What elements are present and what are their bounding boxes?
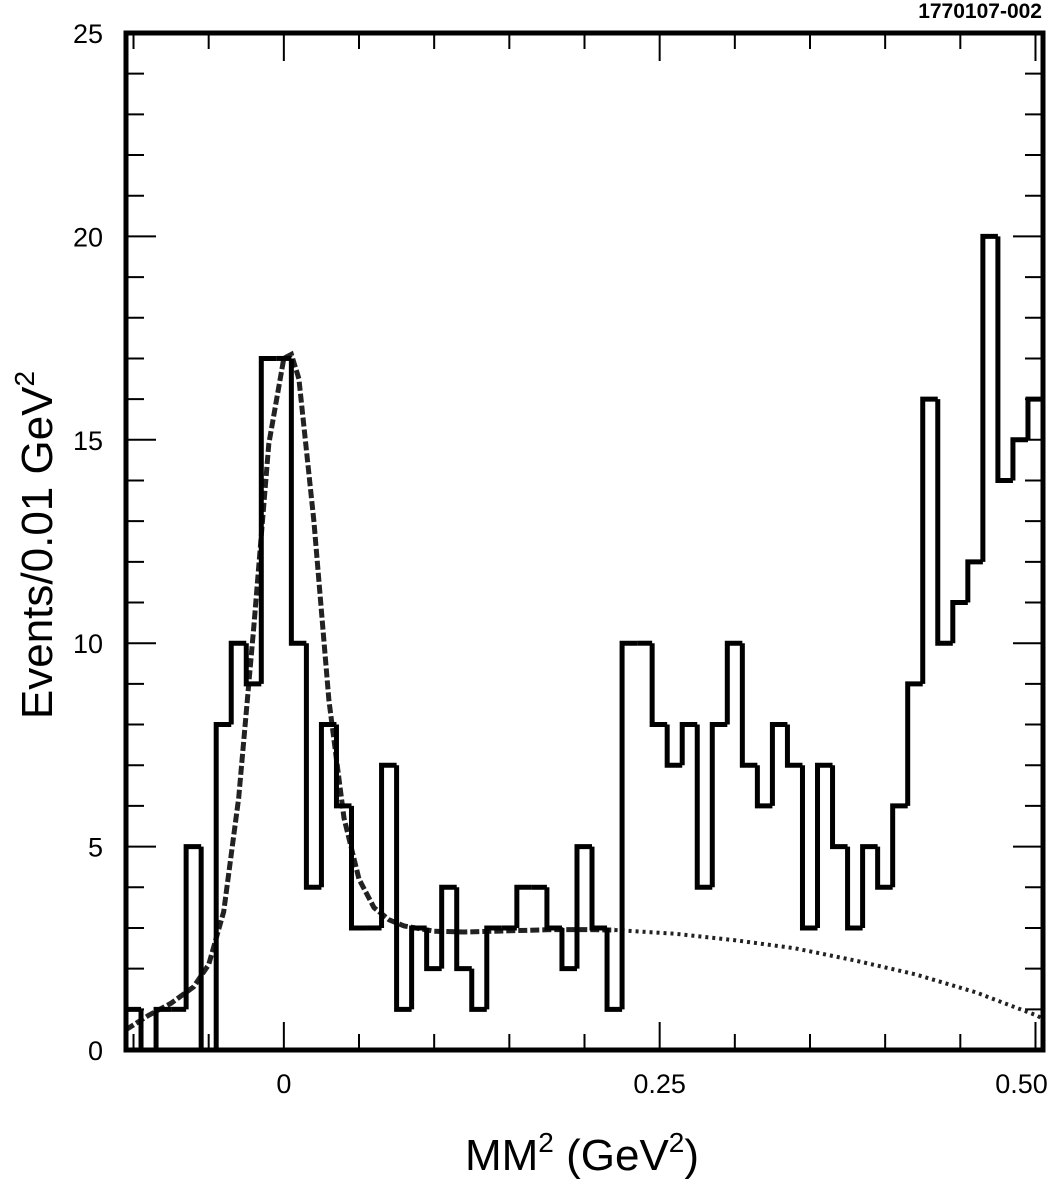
histogram-bin xyxy=(394,765,412,1012)
y-tick-label: 0 xyxy=(88,1036,103,1066)
histogram-bin xyxy=(995,236,1013,483)
x-tick-label: 0.50 xyxy=(995,1069,1048,1099)
fit-curves xyxy=(124,350,1044,1032)
histogram-bin xyxy=(980,233,998,562)
histogram-bin xyxy=(318,722,337,888)
histogram-bin xyxy=(890,803,908,888)
histogram-bin xyxy=(694,724,713,890)
histogram-bin xyxy=(228,640,247,725)
histogram-bin xyxy=(469,968,487,1012)
histogram-bin xyxy=(153,1006,172,1050)
histogram-bin xyxy=(664,724,683,768)
fit-curve xyxy=(124,350,615,1032)
x-tick-label: 0.25 xyxy=(633,1069,686,1099)
y-tick-label: 5 xyxy=(88,833,103,863)
histogram-bin xyxy=(875,846,893,890)
histogram-bin xyxy=(799,765,818,931)
histogram-bin xyxy=(333,724,352,809)
histogram-bin xyxy=(784,724,803,768)
histogram-bin xyxy=(258,355,277,684)
histogram-bin xyxy=(709,722,728,888)
histogram-bin xyxy=(754,765,773,809)
histogram-bin xyxy=(559,927,577,972)
histogram-bin xyxy=(213,722,232,1050)
histogram-bin xyxy=(739,643,758,768)
histogram-bin xyxy=(424,927,442,972)
y-tick-label: 25 xyxy=(73,19,103,49)
histogram-bin xyxy=(514,884,532,928)
histogram-bin xyxy=(574,844,593,969)
plot-frame xyxy=(123,30,1046,1053)
histogram-bin xyxy=(935,399,953,646)
histogram-bin xyxy=(965,559,983,603)
histogram-bin xyxy=(724,640,743,725)
histogram-bin xyxy=(845,846,863,931)
y-tick-label: 20 xyxy=(73,222,103,252)
histogram-bin xyxy=(769,722,788,806)
histogram-bin xyxy=(649,643,668,728)
histogram-bin xyxy=(830,765,848,850)
histogram-bin xyxy=(815,762,833,928)
histogram-bin xyxy=(379,762,397,928)
figure-id: 1770107-002 xyxy=(918,0,1042,23)
axis-ticks xyxy=(126,32,1043,1051)
x-axis-title: MM2 (GeV2) xyxy=(465,1127,699,1180)
histogram-bin xyxy=(920,396,938,684)
y-axis-title: Events/0.01 GeV2 xyxy=(9,371,62,719)
histogram-bin xyxy=(589,846,608,931)
histogram-bin xyxy=(604,927,623,1012)
histogram-bin xyxy=(288,358,307,646)
histogram-bin xyxy=(950,600,968,644)
x-tick-labels: 0 0.25 0.50 xyxy=(276,1069,1047,1099)
histogram-bin xyxy=(860,844,878,928)
histogram-bin xyxy=(1010,437,1028,481)
histogram-bin xyxy=(439,884,457,969)
histogram-bin xyxy=(544,887,562,931)
x-tick-label: 0 xyxy=(276,1069,291,1099)
histogram-bin xyxy=(243,643,262,687)
background-curve xyxy=(614,928,1044,1021)
histogram-bin xyxy=(409,925,427,1010)
histogram-bin xyxy=(1025,396,1043,440)
histogram-bin xyxy=(619,640,638,1010)
y-tick-label: 15 xyxy=(73,426,103,456)
histogram-bin xyxy=(905,681,923,806)
histogram-bin xyxy=(454,887,472,972)
y-tick-labels: 0 5 10 15 20 25 xyxy=(73,19,103,1066)
histogram-bin xyxy=(348,805,367,931)
histogram-bin xyxy=(303,643,322,890)
histogram-bin xyxy=(679,722,698,766)
histogram-bin xyxy=(183,844,202,1010)
histogram-bin xyxy=(484,925,502,1010)
y-tick-label: 10 xyxy=(73,629,103,659)
